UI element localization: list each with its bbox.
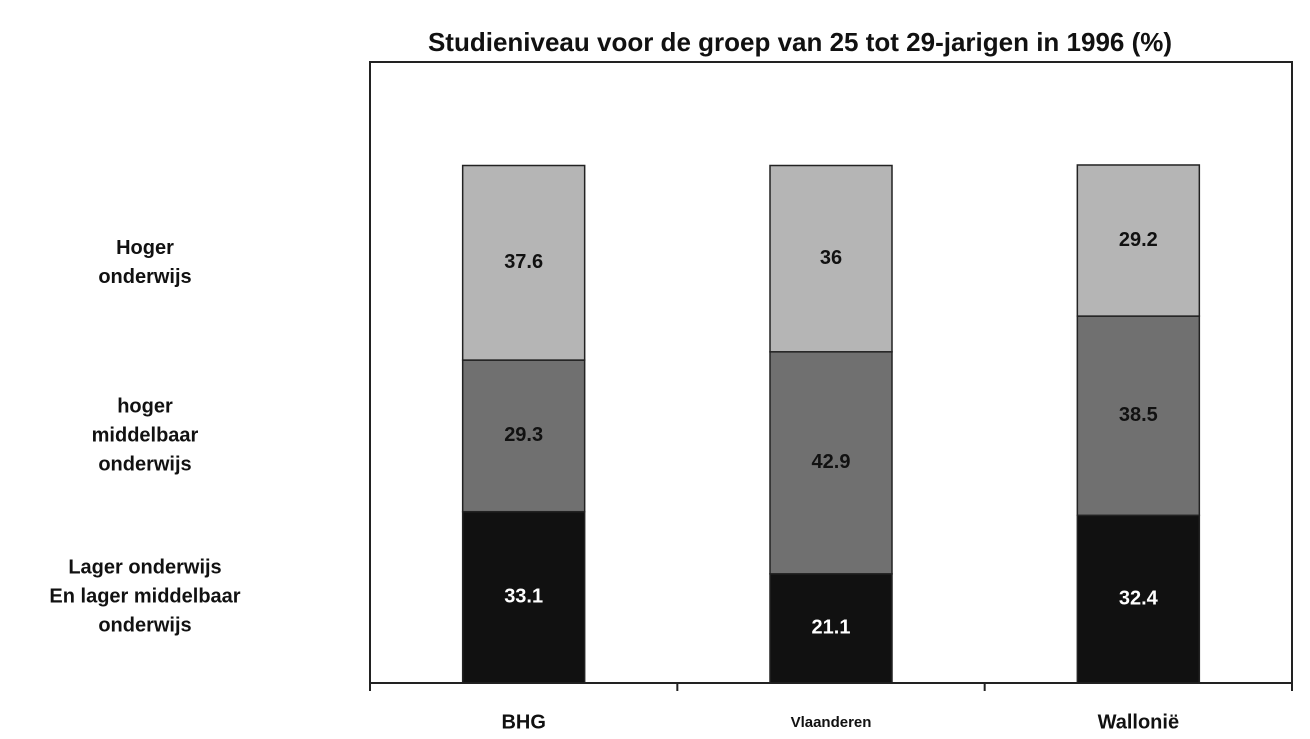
value-label: 36 <box>820 247 842 269</box>
bar-segment <box>1076 514 1201 684</box>
value-label: 33.1 <box>504 586 543 608</box>
bar-segment <box>461 164 586 361</box>
value-label: 37.6 <box>504 251 543 273</box>
legend-label: Lager onderwijs En lager middelbaar onde… <box>49 556 241 637</box>
value-label: 29.3 <box>504 424 543 446</box>
x-tick-label: Vlaanderen <box>791 714 872 731</box>
value-label: 38.5 <box>1119 404 1158 426</box>
bar-segment <box>1076 315 1201 517</box>
legend-label: hoger middelbaar onderwijs <box>91 395 199 476</box>
legend-label: Hoger onderwijs <box>98 236 192 288</box>
x-tick-label: BHG <box>501 711 545 733</box>
chart-title: Studieniveau voor de groep van 25 tot 29… <box>428 27 1172 57</box>
bar-segment <box>769 164 893 353</box>
bar-segment <box>1076 164 1201 317</box>
x-tick-label: Wallonië <box>1098 711 1179 733</box>
value-label: 42.9 <box>812 451 851 473</box>
value-label: 29.2 <box>1119 229 1158 251</box>
value-label: 32.4 <box>1119 587 1159 609</box>
bar-segment <box>461 359 586 513</box>
bar-segment <box>769 351 893 575</box>
value-label: 21.1 <box>812 617 851 639</box>
